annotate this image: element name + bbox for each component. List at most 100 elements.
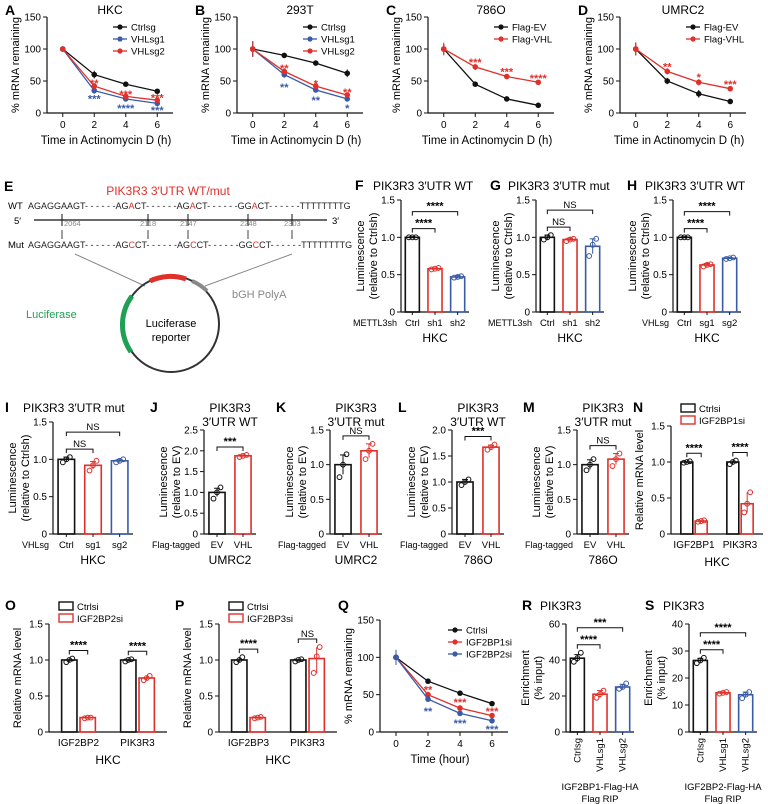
replicate-point [681, 234, 688, 241]
row-label: Flag-tagged [152, 540, 200, 550]
y-tick-label: 100 [405, 45, 422, 56]
polya-arc [191, 279, 209, 293]
x-axis-label: Time in Actinomycin D (h) [422, 135, 553, 147]
y-tick-label: 1.5 [381, 196, 395, 207]
legend-marker [452, 639, 458, 645]
seq-segment: AG [177, 240, 190, 250]
y-tick-label: 20 [672, 674, 684, 685]
mut-row-label: Mut [8, 240, 24, 251]
legend-label: IGF2BP3si [247, 614, 293, 625]
significance-mark: **** [580, 634, 598, 646]
replicate-point [723, 689, 730, 695]
x-tick-label: EV [211, 540, 224, 551]
luciferase-arc [120, 294, 135, 354]
chart-title: UMRC2 [662, 3, 705, 17]
significance-mark: **** [117, 103, 135, 115]
replicate-point [723, 256, 730, 262]
bar [692, 659, 709, 733]
y-tick-label: 1.5 [651, 422, 665, 433]
y-tick-label: 2.0 [184, 446, 198, 457]
replicate-point [586, 253, 593, 259]
bar [699, 264, 715, 313]
data-point [664, 68, 671, 75]
replicate-point [113, 459, 120, 466]
data-point [457, 690, 463, 696]
bar [230, 659, 248, 733]
position-label: 2118 [140, 219, 156, 228]
chart-title: PIK3R3 [663, 599, 705, 613]
significance-mark: **** [530, 73, 548, 85]
chart-title: PIK3R3 [582, 401, 624, 415]
replicate-point [236, 454, 243, 460]
panel-letter: P [175, 597, 184, 613]
y-tick-label: 0.5 [516, 270, 530, 281]
x-tick-label: 2 [664, 120, 670, 131]
seq-segment: GG [238, 201, 252, 211]
legend-marker [498, 24, 504, 30]
significance-mark: *** [454, 718, 468, 730]
replicate-point [609, 463, 616, 469]
y-tick-label: 0 [608, 109, 614, 120]
y-axis-label: Luminescence [158, 447, 170, 518]
x-tick-label: 4 [504, 120, 510, 131]
x-tick-label: 2 [91, 120, 97, 131]
chart-q: Q 0 50 100 150 0 2 4 6 Time (hour) % mRNA remainin… [338, 597, 512, 766]
seq-segment: - - - - - - [85, 201, 116, 211]
replicate-point [214, 489, 220, 496]
bar [569, 657, 586, 733]
significance-mark: **** [240, 638, 258, 650]
y-tick-label: 40 [672, 620, 684, 631]
significance-mark: ** [90, 78, 99, 90]
chart-title: PIK3R3 [335, 401, 377, 415]
seq-segment: - - - - - - [146, 201, 177, 211]
replicate-point [695, 518, 702, 525]
significance-mark: **** [703, 639, 721, 651]
y-tick-label: 1.5 [516, 196, 530, 207]
seq-segment: A [129, 201, 135, 211]
chart-d: D UMRC2 0 50 100 150 0 2 4 6 Time in Actinomycin D… [578, 2, 746, 147]
bar [562, 238, 578, 313]
y-tick-label: 0.5 [199, 692, 213, 703]
x-tick-label: PIK3R3 [290, 738, 325, 749]
series-line [635, 48, 731, 90]
panel-letter: A [5, 2, 15, 18]
replicate-point [310, 670, 317, 676]
data-point [695, 79, 702, 86]
chart-h: H PIK3R3 3′UTR WT 0 0.5 1.0 1.5 Luminescence (r… [627, 177, 746, 345]
significance-mark: *** [119, 89, 133, 101]
series-line [252, 48, 348, 74]
x-tick-label: 0 [393, 739, 399, 750]
y-tick-label: 1.0 [199, 656, 213, 667]
panel-letter: H [627, 177, 637, 193]
significance-bracket [732, 452, 748, 457]
significance-bracket [546, 226, 571, 232]
replicate-point [491, 441, 498, 448]
significance-mark: **** [415, 218, 433, 230]
y-tick-label: 0 [389, 308, 395, 319]
significance-mark: NS [301, 629, 314, 640]
y-axis-label: Relative mRNA level [182, 628, 194, 728]
series-line [395, 656, 493, 717]
chart-title: HKC [97, 3, 123, 17]
seq-segment: GG [239, 240, 253, 250]
legend-swatch [58, 613, 74, 623]
replicate-point [295, 657, 302, 663]
panel-letter: N [633, 399, 643, 415]
replicate-point [600, 687, 607, 694]
significance-mark: *** [724, 79, 738, 91]
seq-segment: AGAGGAAGT [28, 201, 86, 211]
legend-marker [498, 36, 504, 42]
replicate-point [693, 660, 700, 667]
y-tick-label: 0.5 [184, 509, 198, 520]
significance-bracket [683, 211, 731, 216]
y-axis-label: Luminescence [406, 447, 418, 518]
seq-segment: TTTTTTTTG [300, 201, 351, 211]
chart-title: 786O [476, 3, 505, 17]
panel-letter: M [523, 399, 535, 415]
x-axis-label: HKC [95, 753, 121, 767]
legend-marker [452, 651, 458, 657]
bar [581, 463, 599, 535]
replicate-point [577, 649, 584, 656]
data-point [472, 64, 479, 70]
